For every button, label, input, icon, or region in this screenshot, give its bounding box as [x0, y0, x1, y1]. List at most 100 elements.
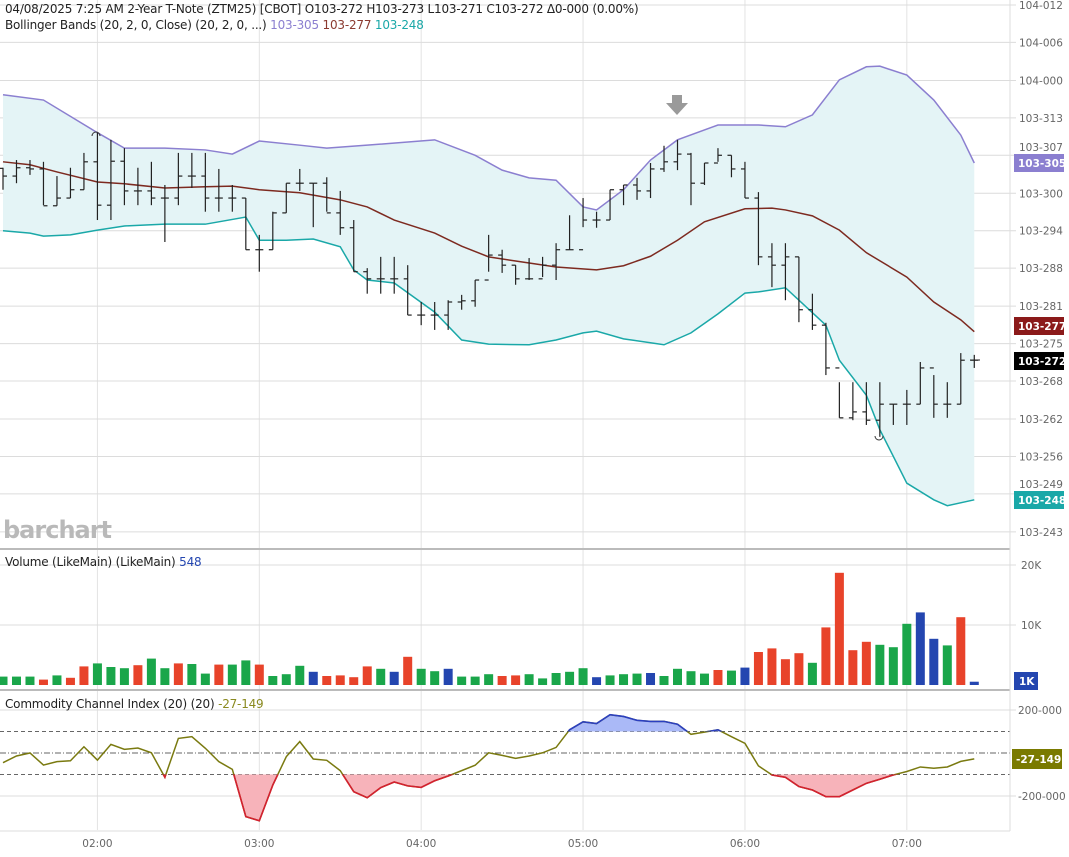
price-bar [241, 197, 250, 251]
volume-bar [470, 676, 480, 685]
volume-bar [848, 650, 858, 685]
volume-bar [65, 677, 75, 685]
price-bar [862, 382, 871, 425]
bollinger-mid-value: 103-277 [322, 18, 372, 32]
price-bar [565, 215, 574, 251]
price-bar [700, 162, 709, 185]
volume-bar [362, 666, 372, 685]
volume-bar [349, 677, 359, 685]
price-bar [471, 279, 480, 307]
volume-bar [794, 653, 804, 685]
price-bar [835, 367, 844, 419]
volume-bar [187, 664, 197, 685]
price-bar [79, 152, 88, 191]
price-axis-label: 103-275 [1019, 339, 1063, 351]
time-label: 03:00 [244, 838, 274, 850]
price-bar [552, 243, 561, 281]
price-bar [794, 256, 803, 323]
volume-bar [25, 676, 35, 685]
price-bar [592, 211, 601, 228]
price-bar [255, 234, 264, 272]
volume-bar [807, 662, 817, 685]
volume-bar [52, 675, 62, 685]
bollinger-legend: Bollinger Bands (20, 2, 0, Close) (20, 2… [5, 18, 424, 32]
price-bar [403, 265, 412, 316]
volume-bar [430, 671, 440, 685]
volume-bar [133, 665, 143, 685]
cci-line [2, 713, 975, 822]
volume-bar [969, 681, 979, 685]
price-axis-label: 103-300 [1019, 188, 1063, 200]
symbol-header: 04/08/2025 7:25 AM 2-Year T-Note (ZTM25)… [5, 2, 639, 16]
price-bar [498, 249, 507, 273]
price-bar [916, 361, 925, 405]
price-bar [133, 167, 142, 206]
volume-bar [592, 677, 602, 685]
cci-legend: Commodity Channel Index (20) (20) -27-14… [5, 697, 264, 711]
price-axis-label: 103-268 [1019, 376, 1063, 388]
volume-bar [11, 676, 21, 685]
price-bar [633, 177, 642, 200]
time-label: 06:00 [730, 838, 760, 850]
volume-bar [956, 617, 966, 685]
price-bar [322, 177, 331, 214]
volume-bar [281, 674, 291, 685]
volume-bar [740, 667, 750, 685]
volume-bar [335, 675, 345, 685]
volume-bar [146, 658, 156, 685]
volume-bar [160, 668, 170, 685]
price-bar [295, 168, 304, 191]
price-bar [228, 184, 237, 212]
volume-bar [538, 678, 548, 685]
price-axis-label: 103-294 [1019, 226, 1063, 238]
volume-bar [106, 667, 116, 685]
volume-bar [38, 679, 48, 685]
volume-bar [929, 638, 939, 685]
volume-bar [0, 676, 8, 685]
volume-bar [79, 666, 89, 685]
price-bar [943, 382, 952, 418]
volume-bar [214, 664, 224, 685]
price-bar [12, 160, 21, 184]
cci-overbought-line [567, 713, 724, 732]
time-label: 07:00 [892, 838, 922, 850]
down-arrow-icon[interactable] [666, 95, 688, 115]
price-bar [889, 403, 898, 425]
price-bar [93, 132, 102, 221]
volume-bar [511, 675, 521, 685]
price-bar [363, 268, 372, 294]
volume-bar [308, 671, 318, 685]
price-axis-label: 104-006 [1019, 37, 1063, 49]
volume-bar [416, 668, 426, 685]
volume-bar [92, 663, 102, 685]
volume-bar [632, 673, 642, 685]
volume-bar [524, 674, 534, 685]
volume-axis-label: 10K [1021, 620, 1042, 632]
cci-badge: -27-149 [1016, 754, 1061, 766]
volume-bar [551, 673, 561, 685]
price-bar [511, 264, 520, 285]
price-bar [848, 382, 857, 421]
price-bar [201, 152, 210, 212]
price-bar [309, 182, 318, 228]
low-marker-icon [874, 435, 884, 441]
price-badge-mid: 103-277 [1018, 321, 1066, 333]
volume-bar [875, 644, 885, 685]
cci-value: -27-149 [218, 697, 264, 711]
price-badge-bg [1014, 491, 1064, 509]
volume-bar [268, 676, 278, 685]
volume-bar [659, 676, 669, 685]
volume-bar [686, 671, 696, 685]
price-bar [673, 139, 682, 171]
cci-label: Commodity Channel Index (20) (20) [5, 697, 215, 711]
bollinger-upper-value: 103-305 [270, 18, 319, 32]
price-bar [875, 382, 884, 437]
price-bar [484, 234, 493, 281]
volume-bar [241, 660, 251, 685]
volume-bar [457, 676, 467, 685]
volume-bar [173, 663, 183, 685]
price-bar [713, 148, 722, 164]
volume-bar [484, 674, 494, 685]
